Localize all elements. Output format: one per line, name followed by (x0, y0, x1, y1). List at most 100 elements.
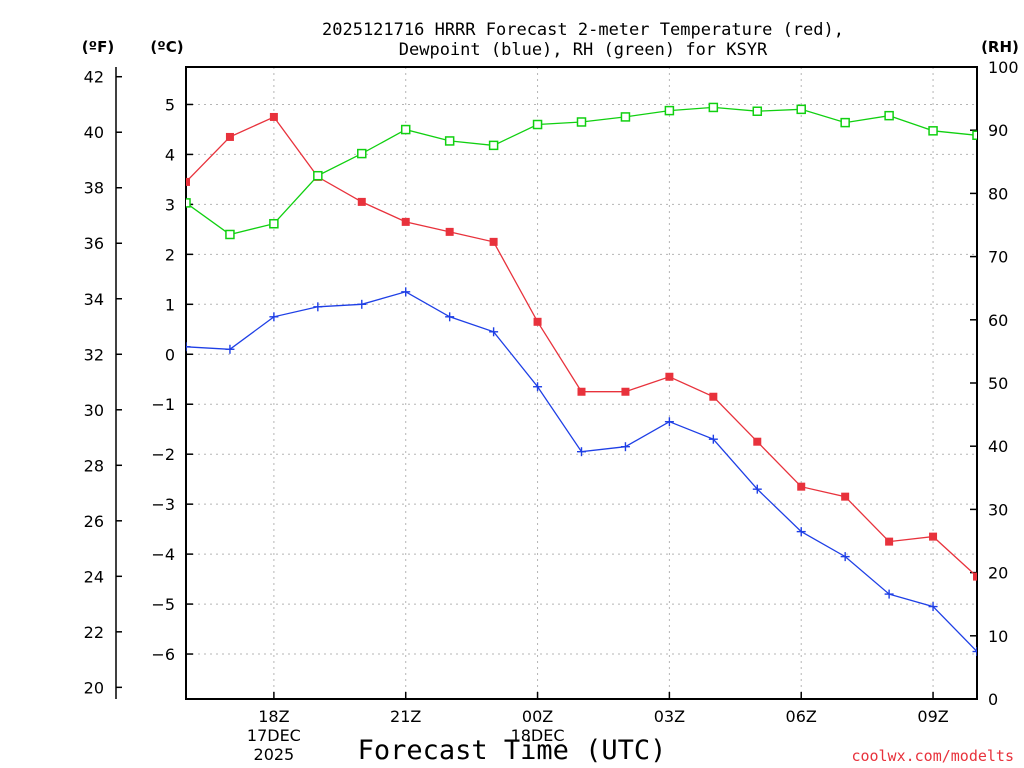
x-tick-label: 21Z (390, 707, 421, 726)
dewpoint-point (620, 442, 630, 452)
rh-point (884, 110, 894, 121)
rh-tick-label: 80 (988, 184, 1008, 203)
rh-point (796, 104, 806, 115)
dewpoint-point (664, 417, 674, 427)
dewpoint-point (840, 552, 850, 562)
rh-point (186, 198, 191, 208)
rh-point (225, 229, 235, 240)
celsius-tick-label: 4 (165, 145, 175, 164)
fahrenheit-tick-label: 38 (84, 179, 104, 198)
rh-tick-label: 100 (988, 58, 1019, 77)
rh-point (620, 112, 631, 122)
temperature-point (885, 537, 894, 546)
axes: 424038363432302826242220543210−1−2−3−4−5… (84, 58, 1019, 709)
rh-point (840, 117, 850, 128)
x-tick-label: 18DEC (511, 726, 565, 745)
celsius-tick-label: 3 (165, 195, 175, 214)
dewpoint-point (972, 647, 977, 657)
fahrenheit-tick-label: 20 (84, 678, 104, 697)
dewpoint-point (225, 344, 235, 354)
celsius-unit-label: (ºC) (150, 38, 183, 56)
celsius-tick-label: −6 (151, 645, 175, 664)
credit-text: coolwx.com/modelts (851, 747, 1014, 765)
rh-tick-label: 40 (988, 437, 1008, 456)
rh-unit-label: (RH) (981, 38, 1019, 56)
dewpoint-point (401, 287, 411, 297)
temperature-point (929, 532, 938, 541)
fahrenheit-tick-label: 28 (84, 456, 104, 475)
rh-point (928, 126, 938, 136)
temperature-point (445, 227, 454, 236)
temperature-point (401, 217, 410, 226)
celsius-tick-label: 2 (165, 245, 175, 264)
data-series (186, 102, 977, 657)
temperature-point (665, 372, 674, 381)
rh-tick-label: 30 (988, 500, 1008, 519)
dewpoint-point (708, 434, 718, 444)
rh-point (488, 140, 499, 151)
fahrenheit-tick-label: 24 (84, 567, 104, 586)
x-tick-label: 18Z (258, 707, 289, 726)
dewpoint-point (577, 447, 586, 457)
celsius-tick-label: −5 (151, 595, 175, 614)
temperature-point (489, 237, 498, 246)
celsius-tick-label: −4 (151, 545, 175, 564)
temperature-point (753, 437, 762, 446)
fahrenheit-tick-label: 40 (84, 123, 104, 142)
rh-point (972, 130, 977, 141)
fahrenheit-tick-label: 30 (84, 401, 104, 420)
temperature-point (841, 492, 850, 501)
series-line (186, 116, 977, 578)
gridlines (186, 67, 977, 699)
x-tick-label: 06Z (786, 707, 817, 726)
dewpoint-point (884, 589, 894, 599)
temperature-point (186, 177, 190, 186)
rh-tick-label: 10 (988, 627, 1008, 646)
rh-tick-label: 20 (988, 564, 1008, 583)
rh-tick-label: 90 (988, 121, 1008, 140)
dewpoint-point (313, 302, 323, 312)
temperature-point (973, 572, 977, 581)
x-tick-label: 03Z (654, 707, 685, 726)
x-tick-label: 00Z (522, 707, 553, 726)
rh-point (444, 136, 455, 146)
rh-tick-label: 60 (988, 311, 1008, 330)
chart-title: 2025121716 HRRR Forecast 2-meter Tempera… (322, 20, 844, 40)
celsius-tick-label: 1 (165, 295, 175, 314)
dewpoint-point (796, 527, 806, 537)
celsius-tick-label: −3 (151, 495, 175, 514)
series-dewpoint (186, 287, 977, 657)
fahrenheit-tick-label: 42 (84, 68, 104, 87)
rh-point (269, 218, 279, 229)
dewpoint-point (928, 602, 938, 612)
x-axis-title: Forecast Time (UTC) (358, 735, 667, 766)
temperature-point (577, 387, 586, 396)
temperature-point (797, 482, 806, 491)
rh-point (664, 105, 675, 116)
fahrenheit-tick-label: 32 (84, 345, 104, 364)
dewpoint-point (269, 312, 279, 322)
dewpoint-point (445, 312, 455, 322)
temperature-point (709, 392, 718, 401)
series-line (186, 291, 977, 652)
celsius-tick-label: 5 (165, 95, 175, 114)
fahrenheit-unit-label: (ºF) (82, 38, 114, 56)
fahrenheit-tick-label: 34 (84, 290, 104, 309)
dewpoint-point (357, 299, 367, 309)
fahrenheit-tick-label: 36 (84, 234, 104, 253)
temperature-point (269, 112, 278, 121)
dewpoint-point (489, 327, 499, 337)
rh-point (400, 124, 411, 135)
temperature-point (621, 387, 630, 396)
rh-point (708, 102, 719, 113)
series-2-meter-temperature (186, 112, 977, 581)
celsius-tick-label: 0 (165, 345, 175, 364)
temperature-point (533, 317, 542, 326)
rh-tick-label: 50 (988, 374, 1008, 393)
fahrenheit-tick-label: 26 (84, 512, 104, 531)
x-tick-label: 2025 (254, 745, 295, 764)
rh-point (313, 170, 323, 181)
rh-tick-label: 70 (988, 248, 1008, 267)
dewpoint-point (533, 382, 543, 392)
